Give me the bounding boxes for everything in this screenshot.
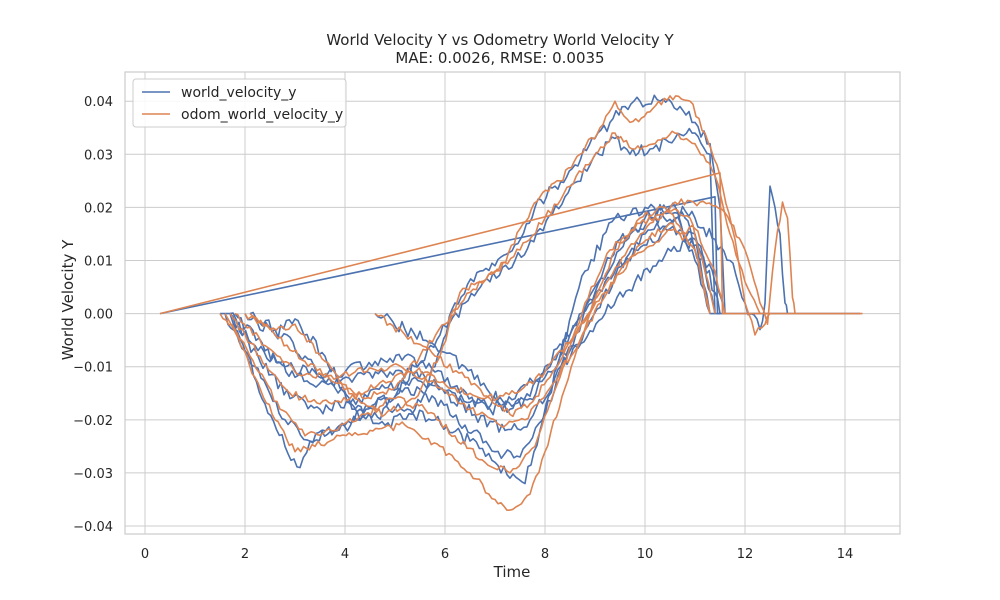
series-odom_world_velocity_y bbox=[159, 95, 863, 512]
x-tick-label: 2 bbox=[241, 547, 249, 562]
y-tick-label: 0.04 bbox=[84, 95, 113, 110]
y-tick-label: −0.03 bbox=[73, 467, 113, 482]
x-tick-label: 12 bbox=[737, 547, 754, 562]
x-axis-label: Time bbox=[493, 563, 531, 581]
y-tick-label: 0.02 bbox=[84, 201, 113, 216]
x-tick-label: 6 bbox=[441, 547, 449, 562]
x-tick-label: 10 bbox=[637, 547, 654, 562]
legend-label-world-velocity-y: world_velocity_y bbox=[181, 85, 297, 101]
x-tick-label: 8 bbox=[541, 547, 549, 562]
series-line-world_velocity_y bbox=[234, 225, 721, 411]
series-line-world_velocity_y bbox=[159, 196, 860, 315]
y-tick-label: 0.03 bbox=[84, 148, 113, 163]
legend-box bbox=[132, 78, 347, 128]
y-tick-label: 0.00 bbox=[84, 308, 113, 323]
y-tick-label: −0.01 bbox=[73, 361, 113, 376]
x-tick-label: 4 bbox=[341, 547, 349, 562]
y-tick-label: 0.01 bbox=[84, 255, 113, 270]
series-line-odom_world_velocity_y bbox=[374, 198, 796, 418]
x-tick-label: 14 bbox=[837, 547, 854, 562]
series-line-odom_world_velocity_y bbox=[234, 224, 726, 402]
legend-label-odom-world-velocity-y: odom_world_velocity_y bbox=[181, 107, 343, 123]
series-lines bbox=[159, 94, 863, 512]
axes-frame bbox=[124, 71, 901, 535]
x-tick-label: 0 bbox=[141, 547, 149, 562]
grid bbox=[125, 72, 900, 534]
axes: 0 2 4 6 8 10 12 14 −0.04 −0.03 −0.02 −0.01 0.00 0.01 0… bbox=[73, 71, 901, 562]
y-tick-label: −0.02 bbox=[73, 414, 113, 429]
series-line-world_velocity_y bbox=[244, 94, 726, 429]
series-world_velocity_y bbox=[159, 94, 860, 485]
series-line-odom_world_velocity_y bbox=[244, 95, 771, 418]
y-tick-label: −0.04 bbox=[73, 520, 113, 535]
series-line-odom_world_velocity_y bbox=[229, 222, 711, 429]
legend: world_velocity_y odom_world_velocity_y bbox=[132, 78, 347, 128]
series-line-odom_world_velocity_y bbox=[249, 130, 761, 400]
chart-title: World Velocity Y vs Odometry World Veloc… bbox=[326, 31, 674, 49]
series-line-world_velocity_y bbox=[220, 203, 720, 485]
chart-subtitle: MAE: 0.0026, RMSE: 0.0035 bbox=[395, 49, 605, 67]
series-line-world_velocity_y bbox=[229, 236, 726, 416]
y-axis-label: World Velocity Y bbox=[59, 239, 77, 361]
series-line-odom_world_velocity_y bbox=[224, 210, 711, 474]
